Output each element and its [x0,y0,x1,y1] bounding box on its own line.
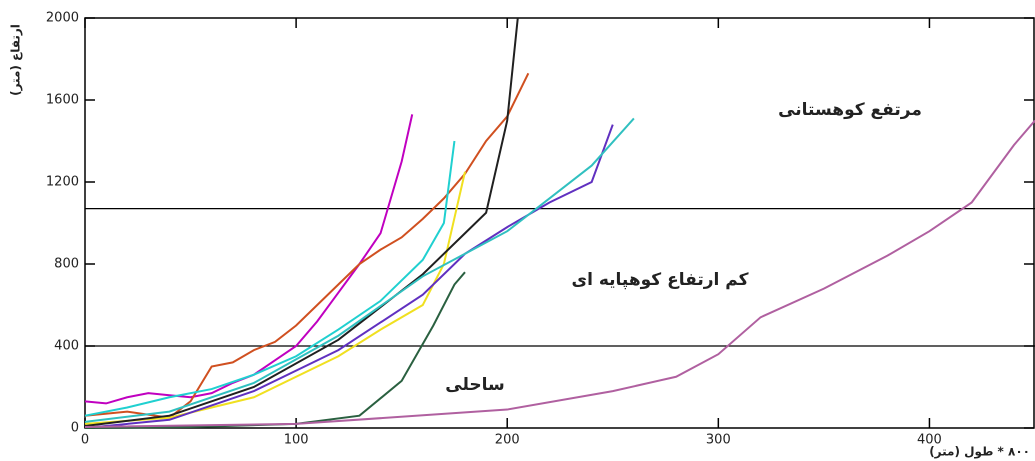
x-tick-label: 400 [917,433,942,448]
x-tick-label: 200 [495,433,520,448]
x-axis-label: (متر) ۸۰۰ * طول [929,445,1030,460]
data-line [84,17,519,427]
data-line [84,119,1035,428]
data-line [84,271,466,429]
data-line [84,72,530,419]
y-tick-label: 1200 [46,175,79,190]
data-line [84,117,635,423]
x-tick-label: 100 [284,433,309,448]
data-line [84,171,466,425]
y-tick-label: 1600 [46,93,79,108]
y-tick-label: 800 [54,257,79,272]
x-tick-label: 300 [706,433,731,448]
zone-label: کم ارتفاع کوهپایه ای [572,270,749,290]
data-line [84,124,614,429]
zone-label: مرتفع کوهستانی [778,100,922,120]
x-tick-label: 0 [81,433,89,448]
y-tick-label: 400 [54,339,79,354]
y-tick-label: 0 [71,421,79,436]
zone-label: ساحلی [445,375,505,395]
data-line [84,114,414,405]
plot-frame [84,17,1035,429]
y-tick-label: 2000 [46,11,79,26]
data-line [84,140,456,417]
y-axis-label: ارتفاع (متر) [9,24,23,96]
